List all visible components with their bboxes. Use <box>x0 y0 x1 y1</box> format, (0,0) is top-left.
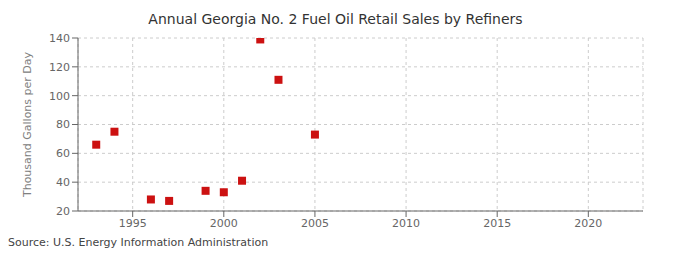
html-text:Source: U.S. Energy Informatio: Source: U.S. Energy Information Administ… <box>8 236 269 249</box>
html-text:Annual Georgia No. 2 Fuel Oil: Annual Georgia No. 2 Fuel Oil Retail Sal… <box>148 11 523 27</box>
svg-text:100: 100 <box>49 90 70 103</box>
svg-text:60: 60 <box>56 147 70 160</box>
svg-text:20: 20 <box>56 205 70 218</box>
svg-text:2000: 2000 <box>210 217 238 230</box>
svg-text:140: 140 <box>49 32 70 45</box>
svg-text:2015: 2015 <box>483 217 511 230</box>
svg-text:40: 40 <box>56 176 70 189</box>
svg-text:120: 120 <box>49 61 70 74</box>
svg-text:2005: 2005 <box>301 217 329 230</box>
svg-text:2020: 2020 <box>574 217 602 230</box>
svg-text:2010: 2010 <box>392 217 420 230</box>
svg-text:80: 80 <box>56 118 70 131</box>
svg-text:Thousand Gallons per Day: Thousand Gallons per Day <box>21 51 34 198</box>
svg-text:1995: 1995 <box>119 217 147 230</box>
